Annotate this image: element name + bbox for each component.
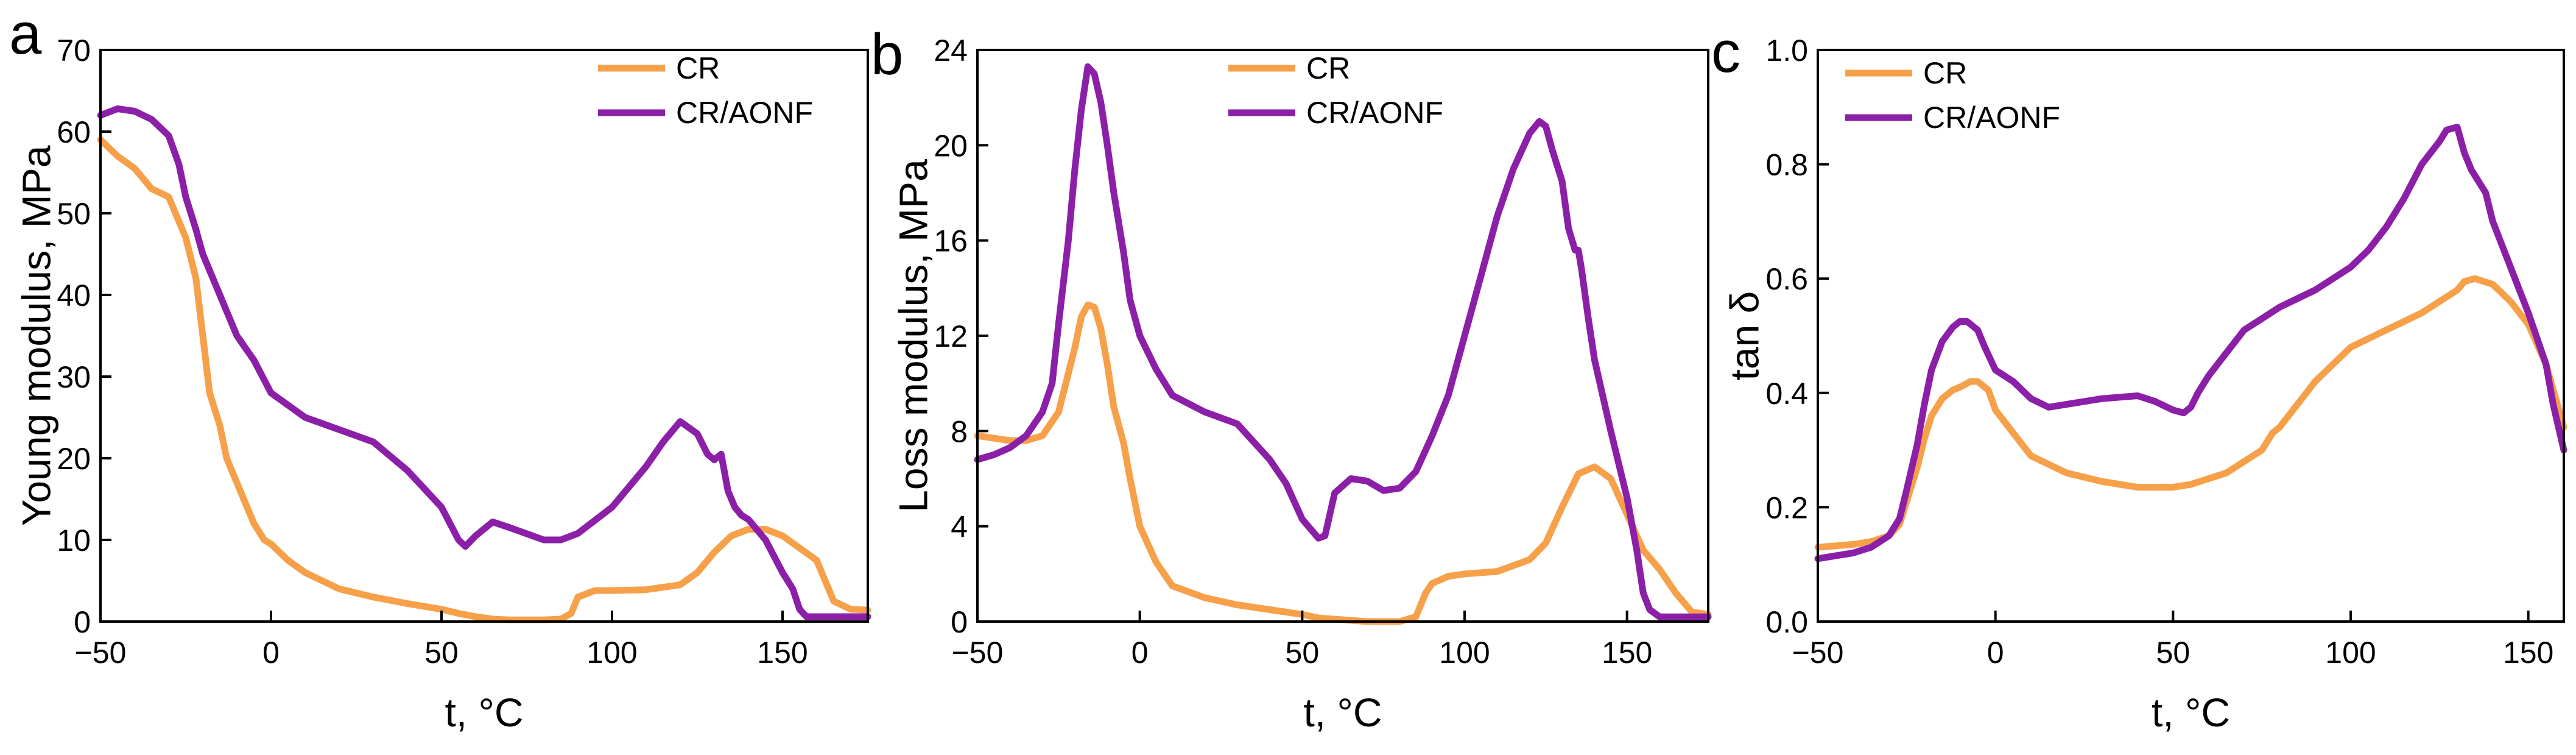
series-line-cr — [1814, 275, 2567, 551]
x-axis-label: t, °C — [445, 690, 523, 735]
x-axis-label: t, °C — [1303, 690, 1382, 735]
plot-frame — [1817, 49, 2565, 623]
y-tick-label: 50 — [57, 197, 91, 231]
y-tick-label: 4 — [951, 510, 968, 544]
legend-label: CR — [676, 51, 720, 85]
y-tick-label: 70 — [57, 34, 91, 68]
y-axis-label: tan δ — [1722, 291, 1767, 381]
x-tick-label: 0 — [1131, 636, 1149, 670]
x-tick-label: 50 — [424, 636, 459, 670]
y-tick-label: 60 — [57, 115, 91, 149]
legend-label: CR/AONF — [1923, 101, 2060, 135]
y-tick-label: 0 — [74, 605, 91, 639]
y-tick-label: 24 — [934, 34, 968, 68]
legend-label: CR/AONF — [676, 96, 813, 130]
y-tick-label: 20 — [934, 129, 968, 163]
y-tick-label: 8 — [951, 414, 968, 448]
panel-letter: a — [9, 1, 42, 66]
x-axis-label: t, °C — [2152, 690, 2230, 735]
series-line-cr — [974, 301, 1712, 625]
panel-c-tan-delta: −50 0 50 100 150 0.0 0.2 0.4 0.6 0.8 1.0 t, °C tan δ… — [1711, 19, 2567, 735]
y-tick-label: 0 — [951, 605, 968, 639]
y-axis-label: Loss modulus, MPa — [890, 159, 935, 512]
series-line-cr — [97, 136, 871, 623]
x-tick-label: 0 — [262, 636, 280, 670]
y-tick-label: 12 — [934, 319, 968, 353]
y-tick-label: 0.8 — [1765, 148, 1808, 182]
x-tick-label: −50 — [1792, 636, 1844, 670]
y-tick-label: 40 — [57, 278, 91, 313]
series-line-cr-aonf — [974, 63, 1712, 620]
y-tick-label: 30 — [57, 360, 91, 394]
x-tick-label: −50 — [952, 636, 1004, 670]
series-line-cr-aonf — [97, 105, 871, 620]
panel-letter: c — [1711, 19, 1740, 85]
x-tick-label: 0 — [1987, 636, 2004, 670]
x-tick-label: 150 — [757, 636, 808, 670]
x-tick-label: 100 — [1439, 636, 1490, 670]
legend-label: CR — [1923, 56, 1967, 90]
y-tick-label: 0.4 — [1765, 377, 1808, 411]
x-tick-label: 50 — [2156, 636, 2191, 670]
legend-label: CR/AONF — [1306, 96, 1443, 130]
x-tick-label: 150 — [1602, 636, 1652, 670]
legend-label: CR — [1306, 51, 1350, 85]
y-tick-label: 0.2 — [1765, 491, 1808, 525]
y-axis-label: Young modulus, MPa — [13, 145, 58, 526]
plot-frame — [99, 49, 869, 623]
x-tick-label: 150 — [2503, 636, 2553, 670]
x-tick-label: −50 — [75, 636, 127, 670]
y-tick-label: 1.0 — [1765, 34, 1808, 68]
series-line-cr-aonf — [1814, 124, 2567, 562]
y-tick-label: 20 — [57, 442, 91, 476]
panel-letter: b — [871, 22, 903, 87]
y-tick-label: 0.0 — [1765, 605, 1808, 639]
x-tick-label: 50 — [1286, 636, 1320, 670]
x-tick-label: 100 — [586, 636, 637, 670]
y-tick-label: 16 — [934, 224, 968, 258]
y-tick-label: 10 — [57, 523, 91, 558]
y-tick-label: 0.6 — [1765, 262, 1808, 296]
x-tick-label: 100 — [2325, 636, 2376, 670]
plot-frame — [976, 49, 1709, 623]
